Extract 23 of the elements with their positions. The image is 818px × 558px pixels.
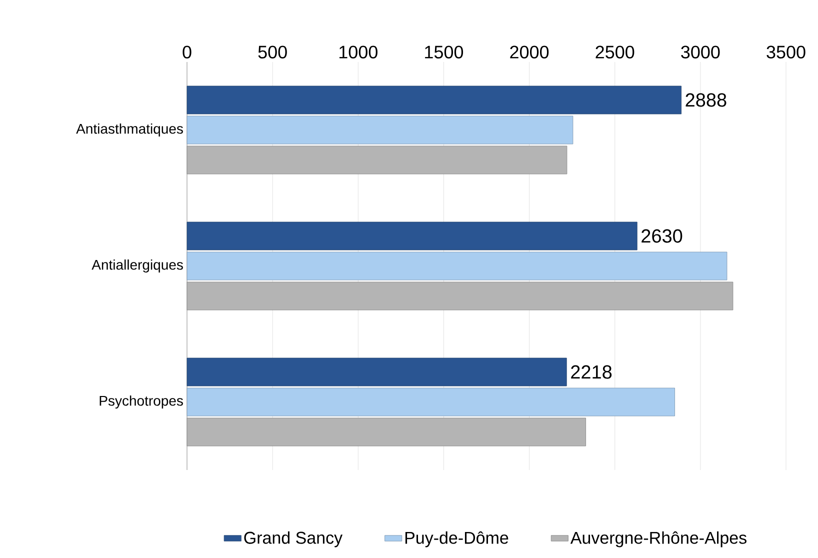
bar (186, 388, 675, 416)
bar (186, 116, 574, 144)
data-label: 2630 (642, 229, 682, 243)
data-label: 2218 (571, 365, 612, 379)
bar (186, 222, 638, 250)
x-tick-label: 500 (258, 46, 287, 58)
x-tick-label: 1500 (425, 46, 464, 58)
y-tick-label: Antiasthmatiques (76, 123, 183, 137)
y-tick-label: Psychotropes (100, 395, 183, 409)
x-tick-label: 2000 (510, 46, 549, 58)
y-tick-label: Antiallergiques (92, 259, 183, 273)
x-tick-label: 3500 (766, 46, 806, 58)
x-tick-label: 0 (182, 46, 192, 58)
bar (186, 86, 682, 114)
legend-label: Puy-de-Dôme (405, 531, 508, 548)
x-tick-label: 2500 (596, 46, 634, 58)
bar (186, 252, 728, 280)
x-tick-label: 1000 (339, 46, 378, 58)
bar (186, 358, 567, 386)
data-label: 2888 (686, 93, 726, 107)
x-tick-label: 3000 (681, 46, 720, 58)
legend-label: Auvergne-Rhône-Alpes (570, 531, 746, 548)
legend-label: Grand Sancy (244, 531, 343, 548)
